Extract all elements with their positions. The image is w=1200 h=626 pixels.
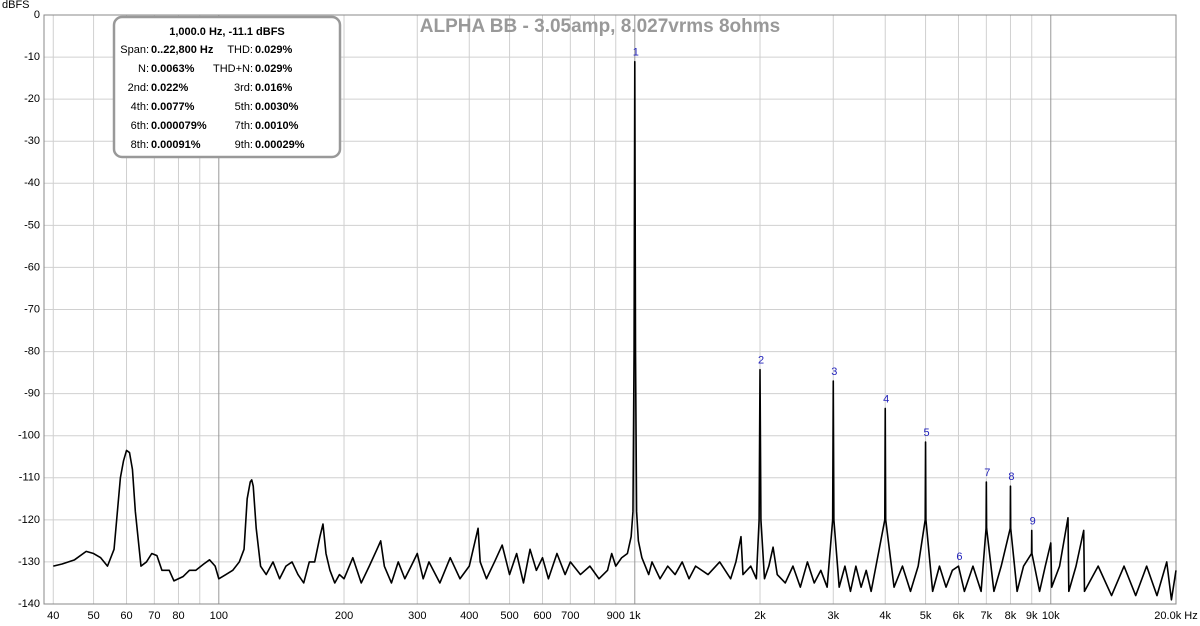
x-tick-label: 60	[120, 610, 132, 622]
x-tick-label: 600	[533, 610, 551, 622]
harmonic-label: 6	[956, 551, 962, 563]
info-value: 0.0077%	[151, 101, 195, 113]
x-tick-label: 500	[500, 610, 518, 622]
info-title: 1,000.0 Hz, -11.1 dBFS	[169, 26, 285, 38]
info-value: 0.029%	[255, 63, 293, 75]
info-label: N:	[138, 63, 149, 75]
x-tick-label: 200	[335, 610, 353, 622]
x-tick-label: 9k	[1026, 610, 1038, 622]
y-tick-label: -80	[24, 345, 40, 357]
info-value: 0.029%	[255, 44, 293, 56]
info-label: 8th:	[131, 139, 149, 151]
x-tick-label: 900	[607, 610, 625, 622]
info-label: 6th:	[131, 120, 149, 132]
info-value: 0.00029%	[255, 139, 305, 151]
y-tick-label: -40	[24, 177, 40, 189]
y-tick-label: -70	[24, 303, 40, 315]
x-tick-label: 4k	[879, 610, 891, 622]
info-value: 0.00091%	[151, 139, 201, 151]
info-label: THD:	[227, 44, 253, 56]
info-value: 0.0010%	[255, 120, 299, 132]
info-value: 0.000079%	[151, 120, 207, 132]
info-box	[112, 15, 342, 159]
y-tick-label: -60	[24, 261, 40, 273]
x-tick-label: 1k	[629, 610, 641, 622]
info-value: 0..22,800 Hz	[151, 44, 214, 56]
harmonic-label: 9	[1030, 515, 1036, 527]
info-label: 7th:	[235, 120, 253, 132]
x-tick-label: 3k	[827, 610, 839, 622]
chart-title: ALPHA BB - 3.05amp, 8.027vrms 8ohms	[420, 16, 780, 37]
y-tick-label: -110	[19, 472, 40, 484]
info-label: 3rd:	[234, 82, 253, 94]
info-value: 0.022%	[151, 82, 189, 94]
x-tick-label: 10k	[1042, 610, 1060, 622]
x-tick-label: 2k	[754, 610, 766, 622]
x-tick-label: 300	[408, 610, 426, 622]
y-tick-label: -120	[18, 514, 40, 526]
y-tick-label: 0	[34, 9, 40, 21]
y-tick-label: -50	[24, 219, 40, 231]
y-tick-label: -100	[18, 430, 40, 442]
x-tick-label: 100	[210, 610, 228, 622]
y-tick-label: -130	[18, 556, 40, 568]
harmonic-label: 8	[1008, 471, 1014, 483]
x-tick-label: 700	[561, 610, 579, 622]
y-axis-label: dBFS	[2, 0, 30, 11]
info-label: 9th:	[235, 139, 253, 151]
plot-border	[43, 14, 1177, 605]
harmonic-label: 7	[984, 467, 990, 479]
spectrum-line	[53, 60, 1177, 601]
x-tick-label: 40	[47, 610, 59, 622]
y-tick-label: -10	[24, 51, 40, 63]
x-tick-label: 70	[148, 610, 160, 622]
harmonic-label: 3	[831, 366, 837, 378]
harmonic-label: 1	[633, 47, 639, 59]
info-label: THD+N:	[213, 63, 253, 75]
info-value: 0.0063%	[151, 63, 195, 75]
x-tick-label: 6k	[953, 610, 965, 622]
x-tick-label: 80	[172, 610, 184, 622]
harmonic-label: 4	[883, 393, 889, 405]
info-label: Span:	[120, 44, 149, 56]
info-value: 0.016%	[255, 82, 293, 94]
info-label: 4th:	[131, 101, 149, 113]
x-tick-label: 50	[87, 610, 99, 622]
x-tick-label: 5k	[920, 610, 932, 622]
x-tick-label: 8k	[1005, 610, 1017, 622]
harmonic-label: 5	[923, 427, 929, 439]
info-label: 5th:	[235, 101, 253, 113]
y-tick-label: -20	[24, 93, 40, 105]
info-label: 2nd:	[128, 82, 149, 94]
x-tick-label: 7k	[981, 610, 993, 622]
y-tick-label: -90	[24, 388, 40, 400]
y-tick-label: -140	[18, 598, 40, 610]
x-tick-label: 20.0k Hz	[1154, 610, 1197, 622]
y-tick-label: -30	[24, 135, 40, 147]
harmonic-label: 2	[758, 355, 764, 367]
x-tick-label: 400	[460, 610, 478, 622]
info-value: 0.0030%	[255, 101, 299, 113]
